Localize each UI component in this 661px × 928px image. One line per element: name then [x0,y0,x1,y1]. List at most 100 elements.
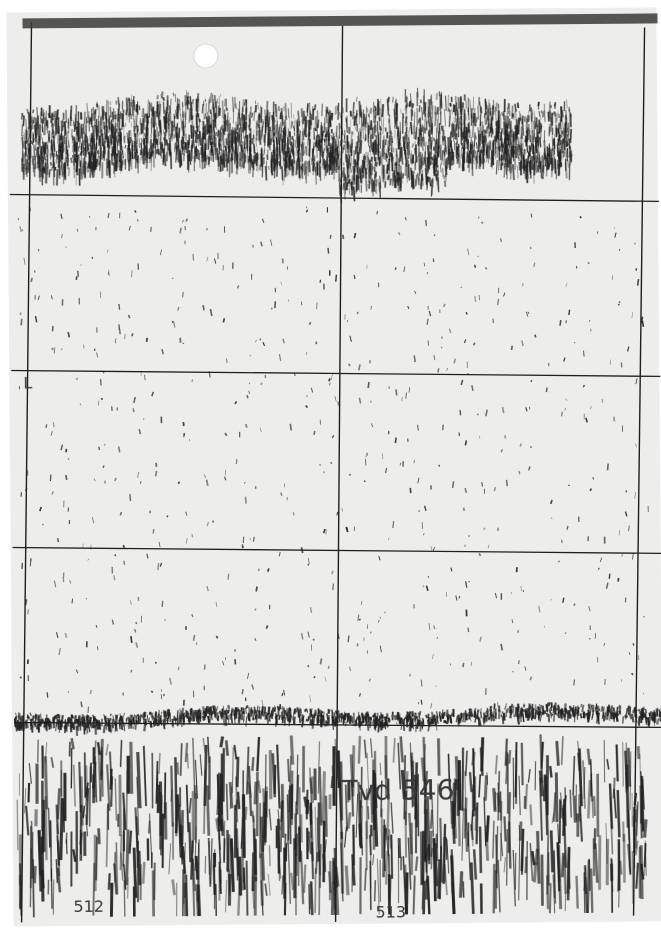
surface-echo-mark [569,149,573,164]
surface-echo-mark [163,116,167,127]
bottom-line-mark [367,715,371,726]
surface-echo-mark [340,184,342,200]
bottom-line-mark [157,712,160,719]
surface-echo-mark [362,124,364,139]
surface-echo-mark [541,154,545,168]
bottom-line-mark [323,720,327,727]
water-target-mark [617,303,620,306]
surface-echo-mark [86,103,89,118]
surface-echo-mark [337,102,340,120]
surface-echo-mark [526,160,529,167]
bottom-line-mark [253,709,256,714]
surface-echo-mark [565,159,567,168]
surface-echo-mark [561,110,564,118]
surface-echo-mark [169,134,172,139]
surface-echo-mark [154,141,157,149]
surface-echo-mark [266,154,269,160]
bottom-line-mark [505,709,508,718]
water-target-mark [423,505,427,512]
bottom-line-mark [545,704,549,713]
surface-echo-mark [169,113,172,124]
surface-echo-mark [289,117,291,131]
surface-echo-mark [91,113,93,128]
surface-echo-mark [444,160,447,168]
surface-echo-mark [67,167,71,177]
water-target-mark [433,234,436,237]
water-target-mark [527,311,530,315]
water-target-mark [160,249,162,256]
bottom-line-mark [248,706,251,716]
water-target-mark [450,567,453,572]
water-target-mark [243,481,246,484]
water-target-mark [588,605,591,612]
water-target-mark [62,576,65,583]
surface-echo-mark [392,173,394,186]
surface-echo-mark [211,137,214,145]
surface-echo-mark [566,159,570,169]
bottom-line-mark [273,708,276,713]
surface-echo-mark [195,148,199,159]
bottom-line-mark [489,713,492,720]
water-target-mark [97,646,99,651]
surface-echo-mark [492,111,495,116]
surface-echo-mark [436,138,439,154]
water-target-mark [206,521,210,527]
surface-echo-mark [150,139,153,153]
water-target-mark [496,298,500,306]
surface-echo-mark [145,115,149,131]
water-target-mark [64,632,68,638]
surface-echo-mark [457,153,461,169]
surface-echo-mark [270,158,273,173]
water-target-mark [131,333,134,337]
water-target-mark [408,387,410,393]
surface-echo-mark [378,116,381,131]
bottom-line-mark [445,720,448,724]
surface-echo-mark [509,130,512,145]
surface-echo-mark [281,166,284,181]
surface-echo-mark [404,115,408,127]
surface-echo-mark [72,144,74,153]
water-target-mark [24,599,28,606]
surface-echo-mark [137,101,139,115]
water-target-mark [95,624,98,628]
bottom-line-mark [339,713,343,719]
bottom-line-mark [31,722,34,733]
surface-echo-mark [396,177,399,184]
bottom-line-mark [69,717,72,725]
water-target-mark [331,570,334,575]
water-target-mark [327,247,330,254]
surface-echo-mark [509,162,512,180]
surface-echo-mark [329,144,331,151]
surface-echo-mark [57,117,60,135]
surface-echo-mark [205,103,207,119]
surface-echo-mark [102,145,105,159]
surface-echo-mark [162,97,165,101]
surface-echo-mark [361,159,364,174]
water-target-mark [501,406,505,414]
surface-echo-mark [158,120,162,134]
bottom-line-mark [526,713,528,717]
water-target-mark [566,525,569,530]
bottom-line-mark [261,706,264,711]
surface-echo-mark [156,101,159,114]
surface-echo-mark [513,111,516,120]
surface-echo-mark [532,149,535,163]
water-target-mark [628,651,631,655]
bottom-line-mark [236,708,240,712]
water-target-mark [265,625,269,629]
water-target-mark [358,397,362,404]
surface-echo-mark [518,120,521,125]
surface-echo-mark [281,137,283,154]
water-target-mark [642,692,645,695]
water-target-mark [99,378,102,386]
water-target-mark [146,553,149,559]
surface-echo-mark [157,148,161,155]
water-target-mark [533,262,536,267]
bottom-line-mark [190,717,194,722]
surface-echo-mark [179,99,181,116]
water-target-mark [307,664,310,668]
surface-echo-mark [559,139,563,149]
bottom-line-mark [458,719,461,723]
surface-echo-mark [251,112,253,118]
water-target-mark [128,225,131,231]
